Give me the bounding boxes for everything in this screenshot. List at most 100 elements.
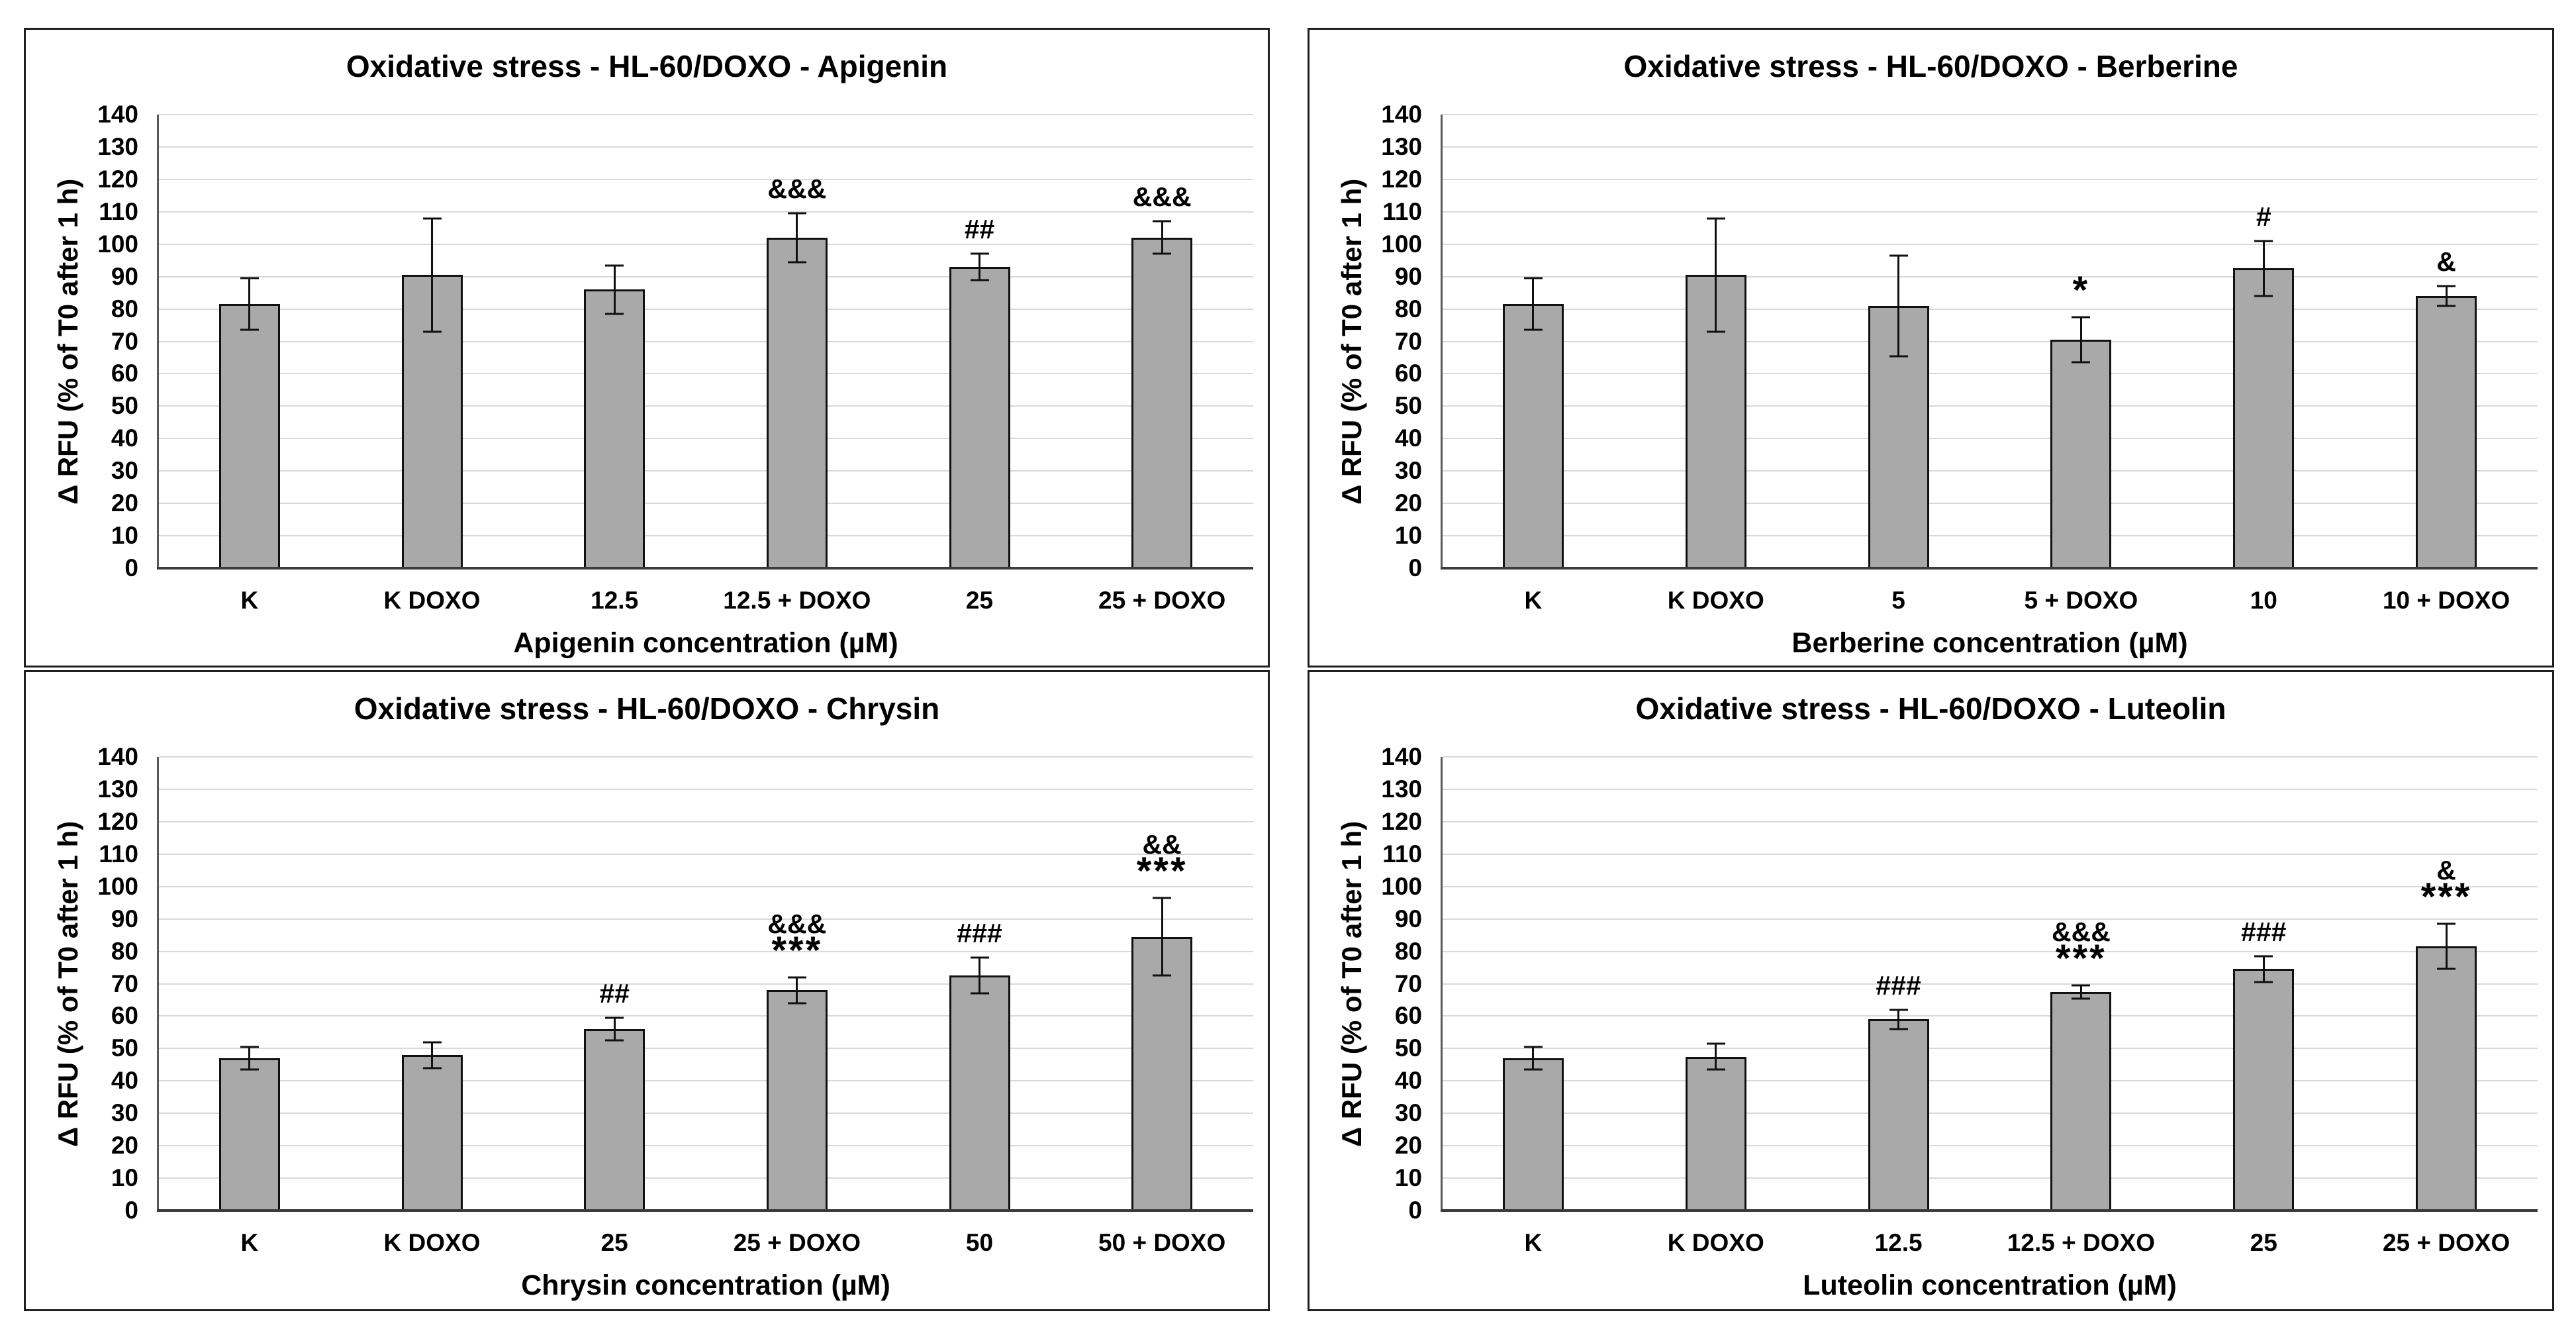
x-tick-label: 12.5 + DOXO: [2007, 1229, 2155, 1256]
x-axis-label: Apigenin concentration (µM): [513, 627, 898, 659]
error-bar-cap: [787, 261, 806, 264]
bar: [1131, 237, 1193, 568]
y-tick-label: 30: [111, 457, 138, 485]
significance-text: &&&: [767, 174, 827, 205]
y-tick-label: 140: [1381, 743, 1422, 770]
error-bar: [613, 265, 616, 314]
gridline: [159, 340, 1253, 342]
significance-text: &: [2436, 854, 2456, 885]
error-bar-cap: [605, 264, 624, 267]
gridline: [1443, 178, 2538, 180]
error-bar: [978, 254, 980, 280]
gridline: [1443, 853, 2538, 855]
x-tick-label: K: [240, 1229, 259, 1256]
gridline: [159, 373, 1253, 375]
error-bar-cap: [422, 1067, 442, 1069]
x-tick-label: K DOXO: [1667, 1229, 1764, 1256]
error-bar-cap: [1153, 220, 1172, 223]
error-bar: [1715, 218, 1717, 332]
bar: [1502, 304, 1564, 568]
gridline: [1443, 1080, 2538, 1082]
error-bar-cap: [787, 976, 806, 979]
gridline: [1443, 788, 2538, 790]
bar: [2416, 946, 2477, 1211]
error-bar-cap: [1889, 1009, 1908, 1011]
bar: [1502, 1058, 1564, 1211]
error-bar-cap: [2254, 295, 2273, 297]
gridline: [1443, 820, 2538, 822]
error-bar-cap: [970, 279, 989, 281]
gridline: [159, 275, 1253, 277]
y-tick-label: 130: [1381, 132, 1422, 160]
y-tick-label: 40: [1394, 1067, 1422, 1095]
error-bar-cap: [2437, 967, 2456, 970]
x-tick-label: 25: [965, 587, 994, 614]
error-bar: [2262, 956, 2265, 983]
significance-text: ###: [957, 918, 1002, 949]
plot-area: 0 10 20 30 40 50 60 70 80 90 100 110 120 130 140 K K DOX…: [97, 743, 1253, 1256]
x-tick-label: K DOXO: [383, 587, 481, 614]
y-tick-label: 50: [1394, 392, 1422, 420]
y-tick-label: 90: [1394, 905, 1422, 932]
x-tick-label: 25: [600, 1229, 628, 1256]
y-tick-label: 80: [111, 295, 138, 322]
bar: [766, 237, 828, 568]
bar: [2050, 991, 2112, 1211]
gridline: [159, 756, 1253, 758]
gridline: [159, 950, 1253, 952]
x-tick-label: K DOXO: [1667, 587, 1764, 614]
gridline: [159, 178, 1253, 180]
gridline: [1443, 211, 2538, 213]
error-bar: [2079, 985, 2082, 999]
gridline: [159, 503, 1253, 505]
gridline: [159, 1177, 1253, 1179]
chart-title: Oxidative stress - HL-60/DOXO - Apigenin: [346, 49, 948, 83]
error-bar-cap: [1889, 254, 1908, 257]
y-tick-label: 80: [1394, 937, 1422, 965]
error-bar: [1897, 255, 1900, 356]
error-bar-cap: [1706, 330, 1725, 333]
bar: [401, 1055, 463, 1211]
error-bar-cap: [1523, 1068, 1543, 1071]
error-bar-cap: [1706, 1042, 1725, 1045]
y-tick-label: 110: [1382, 197, 1422, 225]
error-bar: [1532, 278, 1535, 330]
error-bar: [1715, 1044, 1717, 1070]
significance-annotation: ##: [965, 214, 995, 244]
gridline: [1443, 885, 2538, 887]
y-tick-label: 110: [1382, 840, 1422, 868]
bar: [2050, 340, 2112, 568]
y-tick-label: 30: [1394, 457, 1422, 485]
error-bar-cap: [422, 330, 442, 333]
chart-panel-apigenin: Oxidative stress - HL-60/DOXO - Apigenin…: [24, 28, 1270, 668]
error-bar-cap: [2072, 984, 2091, 987]
gridline: [159, 1145, 1253, 1147]
y-tick-label: 140: [97, 743, 138, 770]
y-tick-label: 20: [1394, 489, 1422, 517]
chart-panel-chrysin: Oxidative stress - HL-60/DOXO - Chrysin …: [24, 670, 1270, 1311]
x-tick-label: K DOXO: [383, 1229, 481, 1256]
error-bar-cap: [1523, 1046, 1543, 1048]
x-tick-label: K: [1524, 1229, 1543, 1256]
y-tick-label: 50: [1394, 1034, 1422, 1062]
gridline: [159, 243, 1253, 245]
bar: [584, 289, 645, 568]
x-tick-label: 5 + DOXO: [2024, 587, 2138, 614]
y-tick-label: 70: [111, 327, 138, 355]
gridline: [159, 211, 1253, 213]
gridline: [1443, 438, 2538, 440]
y-tick-label: 100: [97, 872, 138, 900]
y-tick-label: 50: [111, 1034, 138, 1062]
chart-title: Oxidative stress - HL-60/DOXO - Berberin…: [1623, 49, 2238, 83]
significance-annotation: &&& ***: [2052, 917, 2111, 978]
error-bar-cap: [787, 1002, 806, 1005]
gridline: [1443, 983, 2538, 985]
significance-annotation: ##: [599, 978, 630, 1009]
y-tick-label: 120: [97, 807, 138, 835]
gridline: [1443, 308, 2538, 310]
y-tick-label: 90: [111, 262, 138, 290]
gridline: [1443, 405, 2538, 407]
gridline: [159, 1048, 1253, 1050]
error-bar: [796, 977, 798, 1003]
error-bar: [1897, 1009, 1900, 1029]
